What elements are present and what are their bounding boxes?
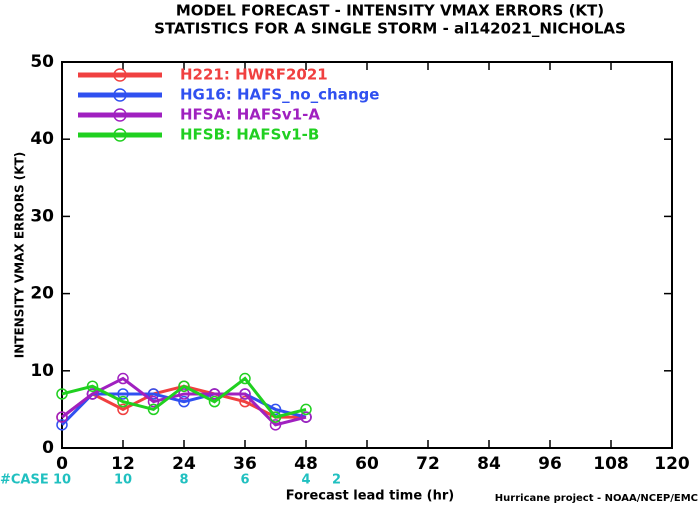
data-point — [239, 372, 251, 385]
y-tick-label: 10 — [30, 361, 54, 381]
case-label: #CASE — [0, 473, 49, 488]
series-line — [61, 376, 307, 419]
data-point — [56, 388, 68, 400]
data-point — [239, 388, 251, 400]
case-count: 10 — [53, 473, 71, 488]
data-point — [86, 380, 99, 392]
case-count: 2 — [332, 473, 341, 488]
data-point — [86, 388, 99, 400]
data-point — [117, 395, 129, 408]
data-point — [208, 388, 221, 400]
x-tick-label: 12 — [111, 454, 135, 474]
case-count: 8 — [179, 473, 188, 488]
data-point — [117, 372, 129, 385]
x-tick-label: 36 — [233, 454, 257, 474]
x-tick-label: 60 — [355, 454, 379, 474]
x-tick-label: 48 — [294, 454, 318, 474]
data-point — [56, 411, 68, 423]
footer: Hurricane project - NOAA/NCEP/EMC — [495, 493, 698, 504]
data-point — [56, 419, 68, 431]
legend-label: HG16: HAFS_no_change — [180, 86, 379, 104]
case-count: 10 — [114, 473, 132, 488]
legend-label: HFSA: HAFSv1-A — [180, 106, 320, 124]
x-tick-label: 72 — [416, 454, 440, 474]
x-tick-label: 96 — [538, 454, 562, 474]
data-point — [117, 388, 129, 400]
y-tick-label: 40 — [30, 129, 54, 149]
legend-label: HFSB: HAFSv1-B — [180, 126, 319, 144]
legend-label: H221: HWRF2021 — [180, 66, 328, 84]
data-point — [117, 403, 129, 416]
y-tick-label: 30 — [30, 206, 54, 226]
x-axis-label: Forecast lead time (hr) — [286, 489, 454, 504]
legend-marker — [113, 88, 127, 102]
series-line — [61, 376, 307, 427]
plot-frame — [61, 61, 673, 449]
data-point — [239, 395, 251, 408]
data-point — [300, 403, 312, 416]
data-point — [178, 388, 190, 400]
x-tick-label: 84 — [477, 454, 501, 474]
chart-subtitle: STATISTICS FOR A SINGLE STORM - al142021… — [154, 20, 626, 38]
data-point — [178, 380, 190, 392]
data-point — [269, 419, 282, 431]
data-point — [269, 411, 282, 423]
case-count: 4 — [301, 473, 310, 488]
data-point — [147, 403, 160, 416]
data-point — [147, 388, 160, 400]
chart-title: MODEL FORECAST - INTENSITY VMAX ERRORS (… — [176, 2, 604, 20]
legend-marker — [113, 68, 127, 82]
y-axis-label: INTENSITY VMAX ERRORS (KT) — [13, 152, 27, 358]
x-tick-label: 120 — [654, 454, 690, 474]
data-point — [147, 395, 160, 408]
y-tick-label: 50 — [30, 52, 54, 72]
x-tick-label: 0 — [56, 454, 68, 474]
x-tick-label: 24 — [172, 454, 196, 474]
data-point — [178, 395, 190, 408]
y-tick-label: 20 — [30, 284, 54, 304]
y-tick-label: 0 — [42, 438, 54, 458]
case-count: 6 — [240, 473, 249, 488]
data-point — [208, 395, 221, 408]
legend-marker — [113, 108, 127, 122]
legend-marker — [113, 128, 127, 142]
data-point — [300, 411, 312, 423]
x-tick-label: 108 — [593, 454, 629, 474]
